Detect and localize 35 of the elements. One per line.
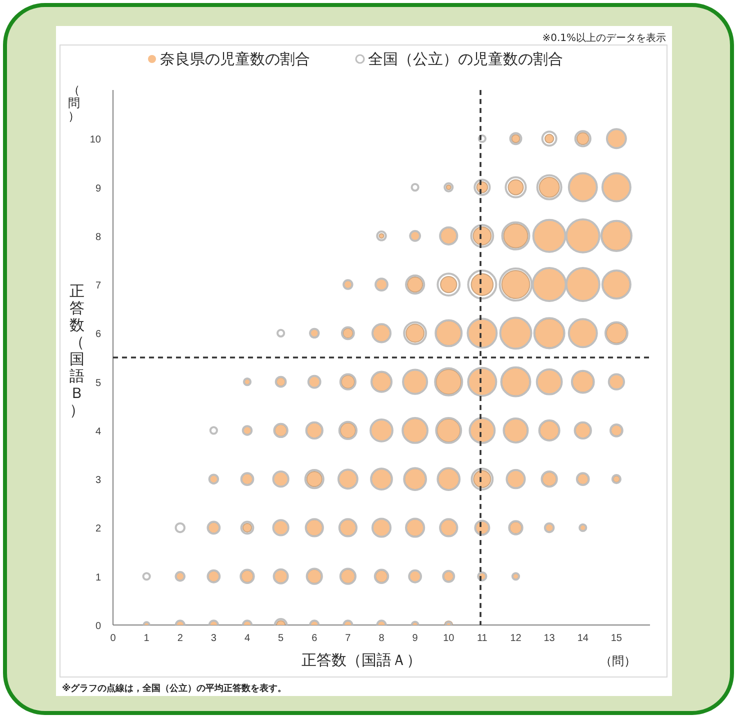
y-tick-label: 10 xyxy=(90,134,102,146)
x-tick-label: 15 xyxy=(610,633,622,644)
y-tick-label: 5 xyxy=(95,378,102,389)
x-tick-label: 7 xyxy=(345,633,352,644)
text: （問） xyxy=(68,83,80,123)
x-tick-label: 13 xyxy=(544,633,556,644)
x-tick-label: 0 xyxy=(110,633,116,644)
y-tick-label: 2 xyxy=(95,524,102,535)
x-tick-label: 9 xyxy=(412,633,418,644)
y-tick-label: 4 xyxy=(95,426,102,438)
y-tick-label: 0 xyxy=(95,621,102,632)
x-tick-label: 12 xyxy=(510,633,522,644)
x-tick-label: 3 xyxy=(210,633,217,644)
legend-label: 全国（公立）の児童数の割合 xyxy=(368,50,563,68)
y-tick-label: 1 xyxy=(95,572,102,584)
x-tick-label: 1 xyxy=(144,633,150,644)
legend-label: 奈良県の児童数の割合 xyxy=(160,50,310,68)
x-axis-title: 正答数（国語Ａ） xyxy=(302,651,422,669)
x-tick-label: 11 xyxy=(476,633,488,644)
x-tick-label: 2 xyxy=(177,633,184,644)
x-tick-label: 4 xyxy=(244,633,250,644)
x-tick-label: 14 xyxy=(577,633,589,644)
x-tick-label: 10 xyxy=(443,633,455,644)
y-tick-label: 6 xyxy=(95,329,102,340)
text: ※グラフの点線は，全国（公立）の平均正答数を表す。 xyxy=(62,683,287,694)
x-tick-label: 5 xyxy=(278,633,284,644)
x-tick-label: 8 xyxy=(378,633,385,644)
y-axis-title: 正答数（国語Ｂ） xyxy=(70,282,84,419)
x-tick-label: 6 xyxy=(312,633,318,644)
text: （問） xyxy=(600,654,636,668)
y-tick-label: 7 xyxy=(95,280,102,292)
text: ※0.1%以上のデータを表示 xyxy=(542,32,666,44)
y-tick-label: 9 xyxy=(95,183,102,194)
y-tick-label: 8 xyxy=(95,232,102,243)
y-tick-label: 3 xyxy=(95,475,102,486)
